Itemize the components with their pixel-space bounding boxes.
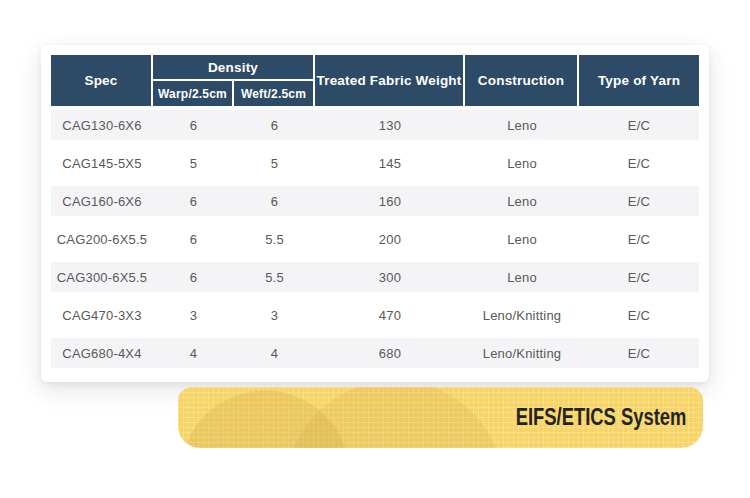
construction-cell: Leno — [465, 186, 579, 216]
banner-label: EIFS/ETICS System — [515, 404, 686, 431]
weight-cell: 160 — [315, 186, 465, 216]
header-warp: Warp/2.5cm — [153, 81, 232, 106]
weight-cell: 130 — [315, 110, 465, 140]
table-row: CAG470-3X3 3 3 470 Leno/Knitting E/C — [51, 296, 699, 334]
header-weft: Weft/2.5cm — [234, 81, 313, 106]
spec-table-card: Spec Density Treated Fabric Weight Const… — [41, 45, 709, 382]
header-construction: Construction — [465, 55, 577, 106]
yarn-cell: E/C — [579, 186, 699, 216]
spec-cell: CAG160-6X6 — [51, 186, 153, 216]
weft-cell: 6 — [234, 110, 315, 140]
weight-cell: 300 — [315, 262, 465, 292]
table-row: CAG160-6X6 6 6 160 Leno E/C — [51, 182, 699, 220]
spec-cell: CAG200-6X5.5 — [51, 220, 153, 258]
yarn-cell: E/C — [579, 144, 699, 182]
table-row: CAG680-4X4 4 4 680 Leno/Knitting E/C — [51, 334, 699, 372]
construction-cell: Leno — [465, 262, 579, 292]
weight-cell: 200 — [315, 220, 465, 258]
header-spec: Spec — [51, 55, 151, 106]
table-row: CAG145-5X5 5 5 145 Leno E/C — [51, 144, 699, 182]
table-row: CAG300-6X5.5 6 5.5 300 Leno E/C — [51, 258, 699, 296]
construction-cell: Leno — [465, 220, 579, 258]
weight-cell: 470 — [315, 296, 465, 334]
weft-cell: 5.5 — [234, 262, 315, 292]
warp-cell: 4 — [153, 338, 234, 368]
yarn-cell: E/C — [579, 110, 699, 140]
weft-cell: 3 — [234, 296, 315, 334]
warp-cell: 6 — [153, 220, 234, 258]
density-subheader: Warp/2.5cm Weft/2.5cm — [153, 81, 313, 106]
warp-cell: 6 — [153, 186, 234, 216]
header-type-of-yarn: Type of Yarn — [579, 55, 699, 106]
eifs-etics-banner: EIFS/ETICS System — [178, 387, 703, 448]
weft-cell: 5.5 — [234, 220, 315, 258]
spec-cell: CAG470-3X3 — [51, 296, 153, 334]
warp-cell: 5 — [153, 144, 234, 182]
construction-cell: Leno — [465, 144, 579, 182]
weft-cell: 4 — [234, 338, 315, 368]
construction-cell: Leno — [465, 110, 579, 140]
construction-cell: Leno/Knitting — [465, 338, 579, 368]
header-density: Density — [153, 55, 313, 79]
spec-cell: CAG130-6X6 — [51, 110, 153, 140]
yarn-cell: E/C — [579, 338, 699, 368]
warp-cell: 3 — [153, 296, 234, 334]
construction-cell: Leno/Knitting — [465, 296, 579, 334]
spec-cell: CAG300-6X5.5 — [51, 262, 153, 292]
warp-cell: 6 — [153, 110, 234, 140]
table-row: CAG130-6X6 6 6 130 Leno E/C — [51, 106, 699, 144]
weight-cell: 145 — [315, 144, 465, 182]
warp-cell: 6 — [153, 262, 234, 292]
spec-cell: CAG680-4X4 — [51, 338, 153, 368]
table-body: CAG130-6X6 6 6 130 Leno E/C CAG145-5X5 5… — [51, 106, 699, 372]
yarn-cell: E/C — [579, 220, 699, 258]
table-header: Spec Density Treated Fabric Weight Const… — [51, 55, 699, 106]
weft-cell: 6 — [234, 186, 315, 216]
page: Spec Density Treated Fabric Weight Const… — [0, 0, 750, 498]
yarn-cell: E/C — [579, 296, 699, 334]
header-treated-fabric-weight: Treated Fabric Weight — [315, 55, 463, 106]
spec-cell: CAG145-5X5 — [51, 144, 153, 182]
table-row: CAG200-6X5.5 6 5.5 200 Leno E/C — [51, 220, 699, 258]
weight-cell: 680 — [315, 338, 465, 368]
weft-cell: 5 — [234, 144, 315, 182]
spec-table: Spec Density Treated Fabric Weight Const… — [51, 55, 699, 372]
yarn-cell: E/C — [579, 262, 699, 292]
